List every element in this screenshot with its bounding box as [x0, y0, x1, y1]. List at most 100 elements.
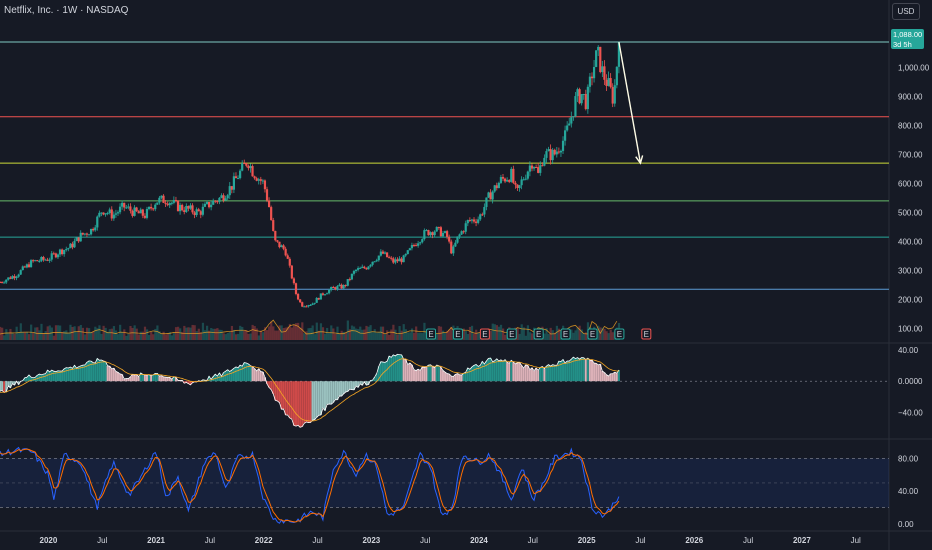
candle-body	[259, 179, 262, 181]
candle-body	[85, 233, 89, 235]
macd-histogram-bar	[545, 366, 548, 382]
macd-histogram-bar	[460, 375, 463, 382]
candle-body	[325, 293, 329, 295]
volume-bar	[340, 330, 343, 340]
volume-bar	[522, 327, 525, 340]
volume-bar	[179, 328, 182, 340]
macd-histogram-bar	[559, 361, 562, 382]
macd-histogram-bar	[336, 381, 339, 400]
macd-histogram-bar	[586, 358, 589, 382]
volume-bar	[400, 330, 403, 340]
macd-histogram-bar	[348, 381, 351, 390]
candle-body	[290, 265, 293, 279]
volume-bar	[145, 329, 149, 340]
volume-bar	[311, 325, 314, 340]
macd-histogram-bar	[400, 354, 403, 382]
candle-body	[503, 178, 507, 182]
volume-bar	[75, 331, 78, 340]
macd-histogram-bar	[23, 377, 26, 382]
earnings-marker-label: E	[428, 330, 433, 339]
macd-histogram-bar	[379, 361, 382, 382]
macd-histogram-bar	[359, 381, 362, 384]
candle-body	[336, 286, 339, 290]
macd-histogram-bar	[499, 359, 502, 382]
candle-body	[181, 204, 184, 211]
macd-histogram-bar	[164, 377, 167, 382]
candle-body	[350, 273, 353, 280]
volume-bar	[106, 331, 109, 340]
volume-bar	[292, 324, 296, 340]
macd-histogram-bar	[216, 376, 219, 382]
macd-histogram-bar	[170, 379, 173, 382]
macd-histogram-bar	[168, 377, 171, 382]
candle-body	[247, 165, 250, 169]
volume-bar	[280, 325, 283, 340]
candle-body	[158, 197, 161, 203]
volume-bar	[9, 328, 12, 340]
macd-histogram-bar	[613, 372, 616, 382]
time-axis-label: 2020	[40, 536, 58, 545]
macd-histogram-bar	[350, 381, 353, 390]
macd-histogram-bar	[580, 357, 583, 382]
candle-body	[334, 287, 337, 290]
macd-histogram-bar	[127, 378, 130, 382]
macd-histogram-bar	[59, 371, 62, 382]
candle-body	[402, 255, 405, 263]
macd-histogram-bar	[110, 368, 113, 382]
earnings-marker-label: E	[563, 330, 568, 339]
macd-histogram-bar	[137, 376, 140, 382]
candle-body	[121, 202, 124, 207]
macd-histogram-bar	[125, 378, 128, 382]
macd-histogram-bar	[54, 371, 57, 382]
earnings-marker	[533, 328, 544, 340]
candle-body	[214, 200, 217, 202]
candle-body	[27, 264, 31, 268]
candle-body	[394, 259, 397, 263]
time-axis-label: 2023	[362, 536, 380, 545]
candle-body	[342, 285, 345, 289]
volume-bar	[158, 331, 161, 340]
candle-body	[108, 209, 111, 214]
volume-bar	[247, 333, 250, 340]
macd-histogram-bar	[286, 381, 289, 416]
volume-bar	[284, 327, 287, 340]
macd-histogram-bar	[388, 356, 391, 382]
time-axis-label: Jul	[743, 536, 753, 545]
candle-body	[452, 246, 455, 254]
candle-body	[530, 165, 534, 169]
macd-histogram-bar	[572, 357, 575, 382]
volume-bar	[3, 335, 6, 340]
candle-body	[13, 276, 16, 279]
volume-bar	[462, 328, 465, 340]
candle-body	[263, 180, 267, 190]
candle-body	[71, 243, 74, 248]
volume-bar	[205, 325, 209, 340]
macd-histogram-bar	[365, 381, 368, 386]
volume-bar	[92, 331, 95, 340]
volume-bar	[468, 326, 472, 340]
candle-body	[456, 236, 459, 243]
candle-body	[514, 182, 517, 185]
volume-bar	[388, 334, 391, 340]
volume-bar	[104, 327, 107, 340]
macd-histogram-bar	[526, 365, 529, 382]
price-axis-label: 300.00	[898, 266, 923, 275]
candle-body	[419, 242, 422, 244]
time-axis-label: Jul	[97, 536, 107, 545]
volume-bar	[154, 328, 157, 340]
candle-body	[255, 178, 258, 181]
macd-histogram-bar	[201, 379, 204, 382]
macd-histogram-bar	[56, 370, 59, 382]
candle-body	[487, 192, 490, 198]
volume-bar	[27, 334, 31, 340]
macd-histogram-bar	[96, 358, 99, 382]
macd-histogram-bar	[247, 363, 250, 382]
candle-body	[224, 198, 227, 201]
candle-body	[495, 185, 498, 189]
candle-body	[508, 180, 511, 182]
candle-body	[551, 149, 554, 161]
macd-signal-line	[0, 358, 619, 422]
currency-button[interactable]: USD	[892, 3, 920, 20]
candle-body	[110, 209, 113, 219]
